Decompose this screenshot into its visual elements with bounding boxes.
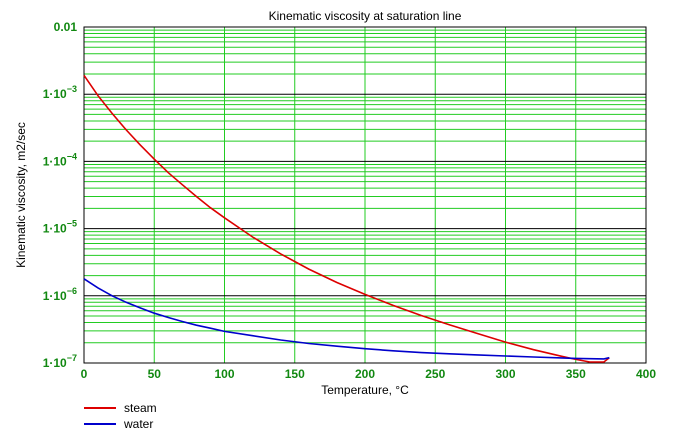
grid-minor-lines [84,27,646,363]
legend-label-steam: steam [124,401,157,415]
x-tick-label: 0 [81,367,88,381]
legend: steam water [84,401,157,431]
x-axis-label: Temperature, °C [321,383,409,397]
x-tick-label: 300 [495,367,515,381]
y-tick-label: 1·10−5 [43,219,77,236]
y-tick-label: 1·10−6 [43,286,77,303]
grid-major-lines [84,93,646,297]
x-tick-labels: 0 50 100 150 200 250 300 350 400 [81,367,657,381]
x-tick-label: 250 [425,367,445,381]
x-tick-label: 200 [355,367,375,381]
x-tick-label: 400 [636,367,656,381]
series-line-water [83,278,610,360]
y-tick-label: 0.01 [54,20,78,34]
series-line-steam [83,74,610,363]
x-tick-label: 150 [285,367,305,381]
series-layer [83,74,610,363]
chart-title: Kinematic viscosity at saturation line [269,9,462,23]
y-tick-labels: 1·10−7 1·10−6 1·10−5 1·10−4 1·10−3 0.01 [43,20,78,370]
y-axis-label: Kinematic viscosity, m2/sec [14,122,28,268]
legend-label-water: water [123,417,153,431]
plot-frame [83,26,647,364]
x-tick-label: 350 [566,367,586,381]
y-tick-label: 1·10−4 [43,151,77,168]
x-tick-label: 50 [148,367,162,381]
y-tick-label: 1·10−7 [43,353,77,370]
x-tick-label: 100 [214,367,234,381]
y-tick-label: 1·10−3 [43,84,77,101]
